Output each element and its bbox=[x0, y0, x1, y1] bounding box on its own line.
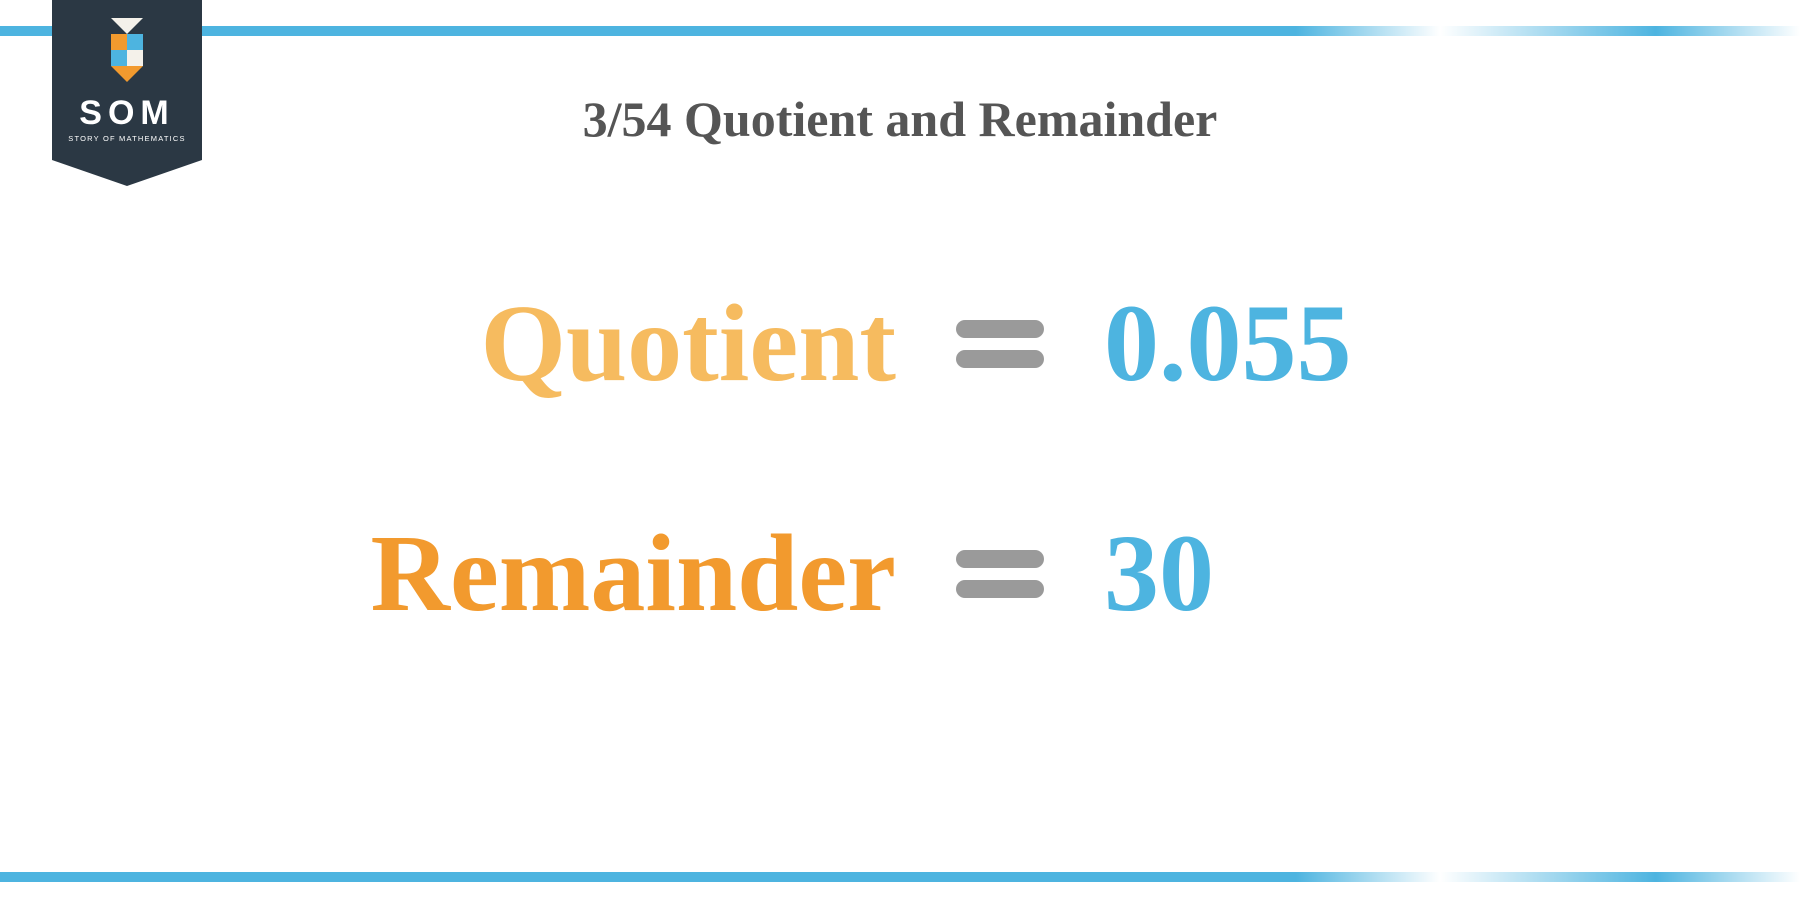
page-title: 3/54 Quotient and Remainder bbox=[0, 90, 1800, 148]
brand-logo-icon bbox=[95, 18, 159, 82]
quotient-value: 0.055 bbox=[1104, 280, 1464, 407]
remainder-label: Remainder bbox=[336, 510, 896, 637]
top-accent-bar bbox=[0, 26, 1800, 36]
remainder-value: 30 bbox=[1104, 510, 1464, 637]
bottom-accent-bar bbox=[0, 872, 1800, 882]
quotient-row: Quotient 0.055 bbox=[0, 280, 1800, 407]
quotient-label: Quotient bbox=[336, 280, 896, 407]
remainder-row: Remainder 30 bbox=[0, 510, 1800, 637]
equals-icon bbox=[956, 546, 1044, 602]
equals-icon bbox=[956, 316, 1044, 372]
